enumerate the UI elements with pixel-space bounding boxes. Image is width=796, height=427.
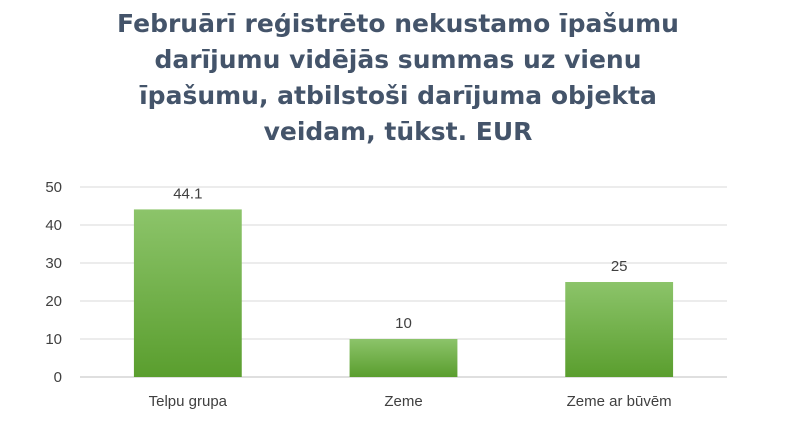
y-tick-label: 10 bbox=[45, 331, 62, 348]
data-label: 44.1 bbox=[173, 185, 202, 202]
y-axis-ticks: 0 10 20 30 40 50 bbox=[45, 179, 62, 386]
x-tick-label: Telpu grupa bbox=[149, 393, 228, 410]
chart-title-line: veidam, tūkst. EUR bbox=[263, 117, 533, 146]
data-label: 25 bbox=[611, 258, 628, 275]
y-tick-label: 40 bbox=[45, 217, 62, 234]
y-tick-label: 50 bbox=[45, 179, 62, 196]
data-label: 10 bbox=[395, 315, 412, 332]
chart-title: Februārī reģistrēto nekustamo īpašumu da… bbox=[0, 6, 796, 150]
bar bbox=[133, 209, 242, 377]
x-tick-label: Zeme ar būvēm bbox=[567, 393, 672, 410]
y-tick-label: 30 bbox=[45, 255, 62, 272]
chart-title-line: īpašumu, atbilstoši darījuma objekta bbox=[139, 81, 657, 110]
bar bbox=[349, 339, 458, 377]
y-tick-label: 20 bbox=[45, 293, 62, 310]
bar bbox=[565, 282, 674, 377]
bars bbox=[133, 209, 674, 377]
data-labels: 44.1 10 25 bbox=[173, 185, 627, 332]
chart-title-line: darījumu vidējās summas uz vienu bbox=[154, 45, 642, 74]
x-axis-ticks: Telpu grupa Zeme Zeme ar būvēm bbox=[149, 393, 672, 410]
x-tick-label: Zeme bbox=[384, 393, 422, 410]
chart-title-line: Februārī reģistrēto nekustamo īpašumu bbox=[117, 9, 679, 38]
y-tick-label: 0 bbox=[54, 369, 62, 386]
